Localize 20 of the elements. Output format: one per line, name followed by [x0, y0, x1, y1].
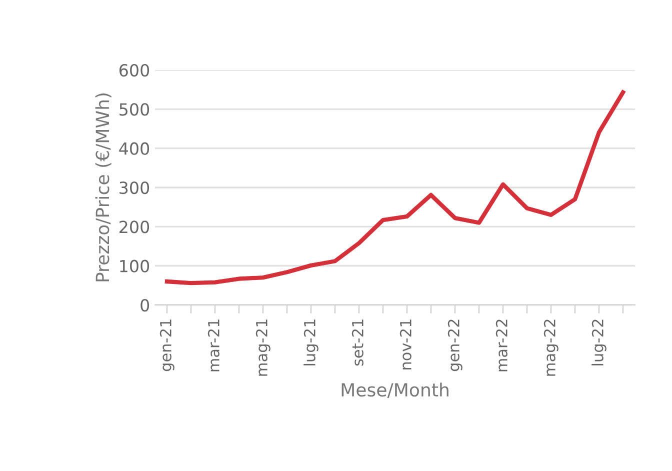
x-tick-label: mar-21	[208, 320, 220, 372]
x-axis-title: Mese/Month	[342, 382, 448, 398]
y-tick-label: 600	[119, 64, 150, 77]
x-tick-label: gen-22	[448, 320, 462, 372]
y-axis-title: Prezzo/Price (€/MWh)	[95, 94, 112, 282]
y-tick-label: 500	[120, 103, 150, 116]
x-tick-label: nov-21	[400, 320, 412, 370]
x-tick-label: gen-21	[160, 320, 174, 372]
x-tick-label: mar-22	[496, 320, 508, 372]
x-tick-label: lug-21	[304, 320, 318, 366]
line-series	[164, 90, 626, 286]
y-tick-label: 400	[119, 142, 150, 155]
x-tick-label: set-21	[352, 320, 364, 366]
x-tick-label: mag-21	[256, 320, 270, 376]
x-tick-label: lug-22	[592, 320, 606, 366]
y-tick-label: 100	[120, 260, 150, 272]
x-tick-label: mag-22	[544, 320, 558, 376]
y-tick-label: 0	[140, 298, 150, 312]
y-tick-label: 200	[120, 220, 150, 234]
y-tick-label: 300	[120, 181, 150, 194]
